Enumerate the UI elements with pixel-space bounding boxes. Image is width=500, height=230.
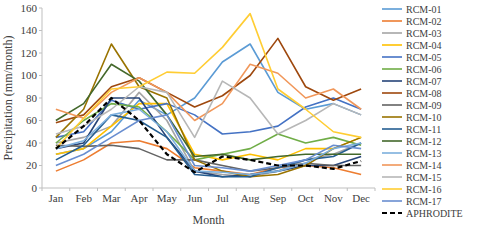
legend-label: RCM-06 — [406, 64, 442, 75]
series-line — [56, 98, 361, 172]
x-tick — [208, 188, 209, 191]
legend: RCM-01RCM-02RCM-03RCM-04RCM-05RCM-06RCM-… — [382, 4, 463, 219]
legend-swatch — [382, 104, 402, 106]
legend-label: RCM-14 — [406, 160, 442, 171]
y-tick — [39, 8, 42, 9]
legend-label: RCM-12 — [406, 136, 442, 147]
y-tick-label: 160 — [21, 2, 38, 14]
y-tick — [39, 143, 42, 144]
y-tick-label: 20 — [26, 159, 38, 171]
y-axis-title: Precipitation (mm/month) — [1, 36, 15, 161]
chart: 0 20 40 60 80 100 120 140 160 Jan Feb Mar Apr May Jun J… — [0, 0, 500, 230]
legend-label: RCM-17 — [406, 196, 442, 207]
legend-swatch — [382, 44, 402, 46]
legend-label: RCM-04 — [406, 40, 442, 51]
legend-label: RCM-08 — [406, 88, 442, 99]
y-tick-label: 140 — [21, 24, 38, 36]
plot-lines — [56, 14, 361, 177]
x-tick-label: Jun — [187, 192, 203, 204]
x-tick — [236, 188, 237, 191]
y-tick-label: 40 — [26, 137, 38, 149]
x-tick-label: Sep — [270, 192, 287, 204]
legend-label: RCM-13 — [406, 148, 442, 159]
x-tick-label: Oct — [298, 192, 314, 204]
y-tick-label: 120 — [21, 47, 38, 59]
x-tick — [291, 188, 292, 191]
y-tick-label: 100 — [21, 69, 38, 81]
legend-swatch — [382, 176, 402, 178]
y-tick — [39, 98, 42, 99]
legend-swatch — [382, 32, 402, 34]
x-tick — [375, 188, 376, 191]
x-tick-label: Jan — [49, 192, 64, 204]
legend-swatch — [382, 200, 402, 202]
legend-label: RCM-16 — [406, 184, 442, 195]
legend-swatch — [382, 212, 402, 214]
x-tick — [42, 188, 43, 191]
y-tick-label: 80 — [26, 92, 38, 104]
x-tick — [97, 188, 98, 191]
y-tick — [39, 75, 42, 76]
x-tick-label: Jul — [216, 192, 229, 204]
x-tick-label: Aug — [241, 192, 260, 204]
x-tick — [153, 188, 154, 191]
series-line — [56, 64, 361, 160]
x-tick — [347, 188, 348, 191]
legend-swatch — [382, 140, 402, 142]
x-tick — [180, 188, 181, 191]
series-line — [56, 44, 361, 177]
x-tick — [264, 188, 265, 191]
legend-swatch — [382, 20, 402, 22]
x-tick-label: Apr — [131, 192, 148, 204]
x-axis-title: Month — [192, 213, 224, 227]
y-tick-label: 0 — [32, 182, 38, 194]
x-tick — [69, 188, 70, 191]
legend-swatch — [382, 92, 402, 94]
series-line — [56, 115, 361, 171]
legend-swatch — [382, 8, 402, 10]
legend-label: RCM-15 — [406, 172, 442, 183]
x-tick-label: Feb — [75, 192, 92, 204]
x-tick-label: Mar — [102, 192, 121, 204]
legend-label: RCM-03 — [406, 28, 442, 39]
legend-label: RCM-01 — [406, 4, 442, 15]
legend-swatch — [382, 164, 402, 166]
legend-label: RCM-07 — [406, 76, 442, 87]
legend-label: RCM-02 — [406, 16, 442, 27]
x-tick-label: Nov — [324, 192, 343, 204]
series-line — [56, 64, 361, 120]
y-tick — [39, 30, 42, 31]
series-line — [56, 14, 361, 149]
y-tick — [39, 53, 42, 54]
series-line — [56, 92, 361, 176]
legend-swatch — [382, 128, 402, 130]
legend-swatch — [382, 116, 402, 118]
x-tick — [319, 188, 320, 191]
legend-label: RCM-11 — [406, 124, 441, 135]
legend-label: APHRODITE — [406, 208, 463, 219]
y-tick-label: 60 — [26, 114, 38, 126]
legend-swatch — [382, 152, 402, 154]
x-tick-label: Dec — [352, 192, 370, 204]
legend-swatch — [382, 80, 402, 82]
x-tick-label: May — [157, 192, 178, 204]
legend-swatch — [382, 56, 402, 58]
legend-label: RCM-10 — [406, 112, 442, 123]
legend-label: RCM-09 — [406, 100, 442, 111]
y-tick — [39, 120, 42, 121]
legend-swatch — [382, 188, 402, 190]
legend-label: RCM-05 — [406, 52, 442, 63]
y-tick — [39, 165, 42, 166]
legend-swatch — [382, 68, 402, 70]
x-tick — [125, 188, 126, 191]
